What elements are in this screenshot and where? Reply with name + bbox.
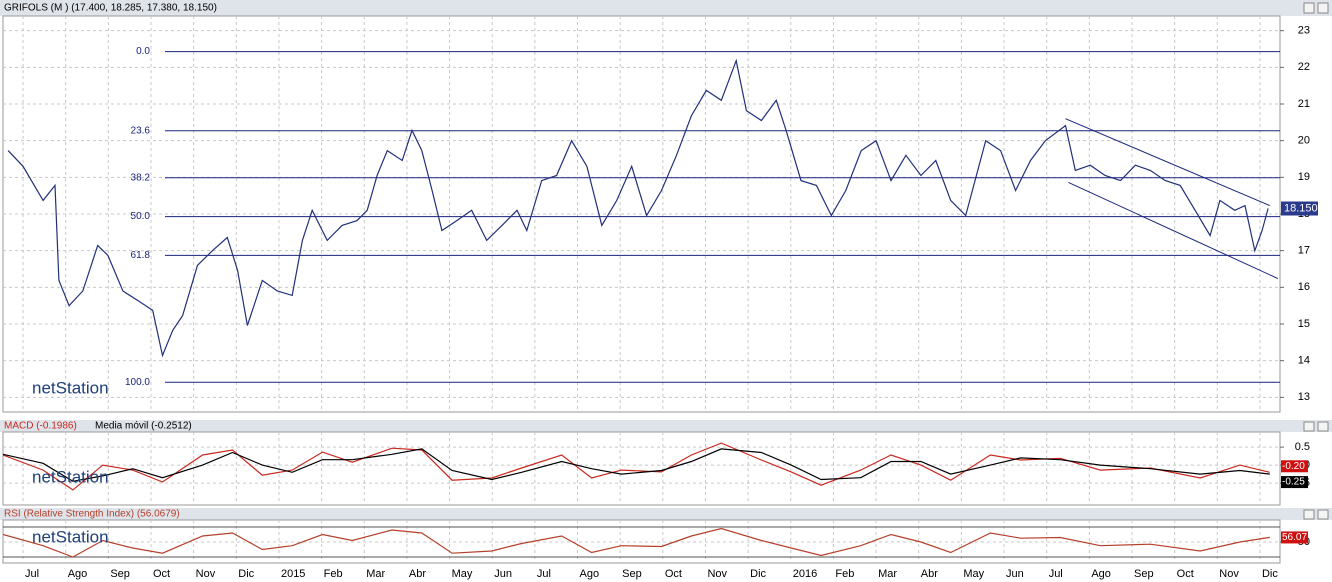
plot [3,527,1270,558]
y-tick-label: 0.5 [1295,441,1310,453]
x-tick-label: Sep [110,568,130,580]
x-tick-label: Ago [68,568,88,580]
legend-entry: RSI (Relative Strength Index) (56.0679) [4,509,180,520]
last-value-label: -0.25 [1282,477,1305,488]
x-tick-label: Dic [750,568,766,580]
close-button[interactable] [1317,509,1329,520]
legend-entry: MACD (-0.1986) [4,421,77,432]
fib-label: 100.0 [125,377,150,388]
y-tick-label: 21 [1298,98,1310,110]
plot [3,442,1270,491]
trend-line [1068,182,1279,279]
last-value-box [1281,460,1308,473]
x-tick-label: 2016 [793,568,817,580]
x-tick-label: Sep [1134,568,1154,580]
x-tick-label: Feb [835,568,854,580]
y-tick-label: 17 [1298,245,1310,257]
x-tick-label: Mar [878,568,897,580]
y-tick-label: 15 [1298,318,1310,330]
x-tick-label: May [452,568,473,580]
x-tick-label: Dic [238,568,254,580]
x-tick-label: Dic [1262,568,1278,580]
x-tick-label: Jun [494,568,512,580]
x-tick-label: Mar [366,568,385,580]
panel-header [0,0,1332,16]
x-tick-label: Nov [1219,568,1239,580]
x-tick-label: Oct [1177,568,1194,580]
series-line [3,527,1270,558]
last-value-box [1281,476,1308,489]
y-tick-label: 13 [1298,391,1310,403]
y-tick-label: 19 [1298,171,1310,183]
x-tick-label: Nov [196,568,216,580]
y-tick-label: 14 [1298,355,1310,367]
fib-label: 23.6 [131,125,151,136]
last-value-box [1281,531,1308,544]
minimize-button[interactable] [1303,421,1315,432]
watermark: netStation [32,378,109,397]
chart-title: GRIFOLS (M ) (17.400, 18.285, 17.380, 18… [4,3,217,14]
x-tick-label: Jul [25,568,39,580]
minimize-button[interactable] [1303,2,1315,14]
x-tick-label: Jul [1049,568,1063,580]
series-line [7,58,1269,358]
x-tick-label: Oct [665,568,682,580]
panel-header [0,420,1332,432]
x-tick-label: 2015 [281,568,305,580]
close-button[interactable] [1317,421,1329,432]
legend-entry: Media móvil (-0.2512) [95,421,192,432]
trend-line [1065,118,1270,207]
x-tick-label: Feb [324,568,343,580]
last-value-label: 56.07 [1282,532,1307,543]
x-tick-label: Oct [153,568,170,580]
y-tick-label: 20 [1298,135,1310,147]
series-line [3,448,1270,482]
fib-label: 61.8 [131,250,151,261]
fib-label: 50.0 [131,211,151,222]
plot [7,58,1269,358]
headers: GRIFOLS (M ) (17.400, 18.285, 17.380, 18… [0,0,1332,520]
panel-header [0,508,1332,520]
last-value-label: 18.150 [1284,202,1318,214]
plot-frame [2,431,1281,506]
x-tick-label: Abr [409,568,426,580]
close-button[interactable] [1317,2,1329,14]
x-tick-label: May [963,568,984,580]
watermark: netStation [32,527,109,546]
y-tick-label: 22 [1298,61,1310,73]
minimize-button[interactable] [1303,509,1315,520]
last-value-box [1281,201,1318,216]
x-tick-label: Ago [580,568,600,580]
x-tick-label: Ago [1091,568,1111,580]
fib-label: 38.2 [131,172,151,183]
x-tick-label: Abr [921,568,938,580]
fib-label: 0.0 [136,46,150,57]
x-tick-label: Nov [707,568,727,580]
x-tick-label: Sep [622,568,642,580]
last-value-label: -0.20 [1282,461,1305,472]
x-tick-label: Jun [1006,568,1024,580]
y-tick-label: 16 [1298,281,1310,293]
y-tick-label: 23 [1298,25,1310,37]
watermark: netStation [32,467,109,486]
x-tick-label: Jul [537,568,551,580]
